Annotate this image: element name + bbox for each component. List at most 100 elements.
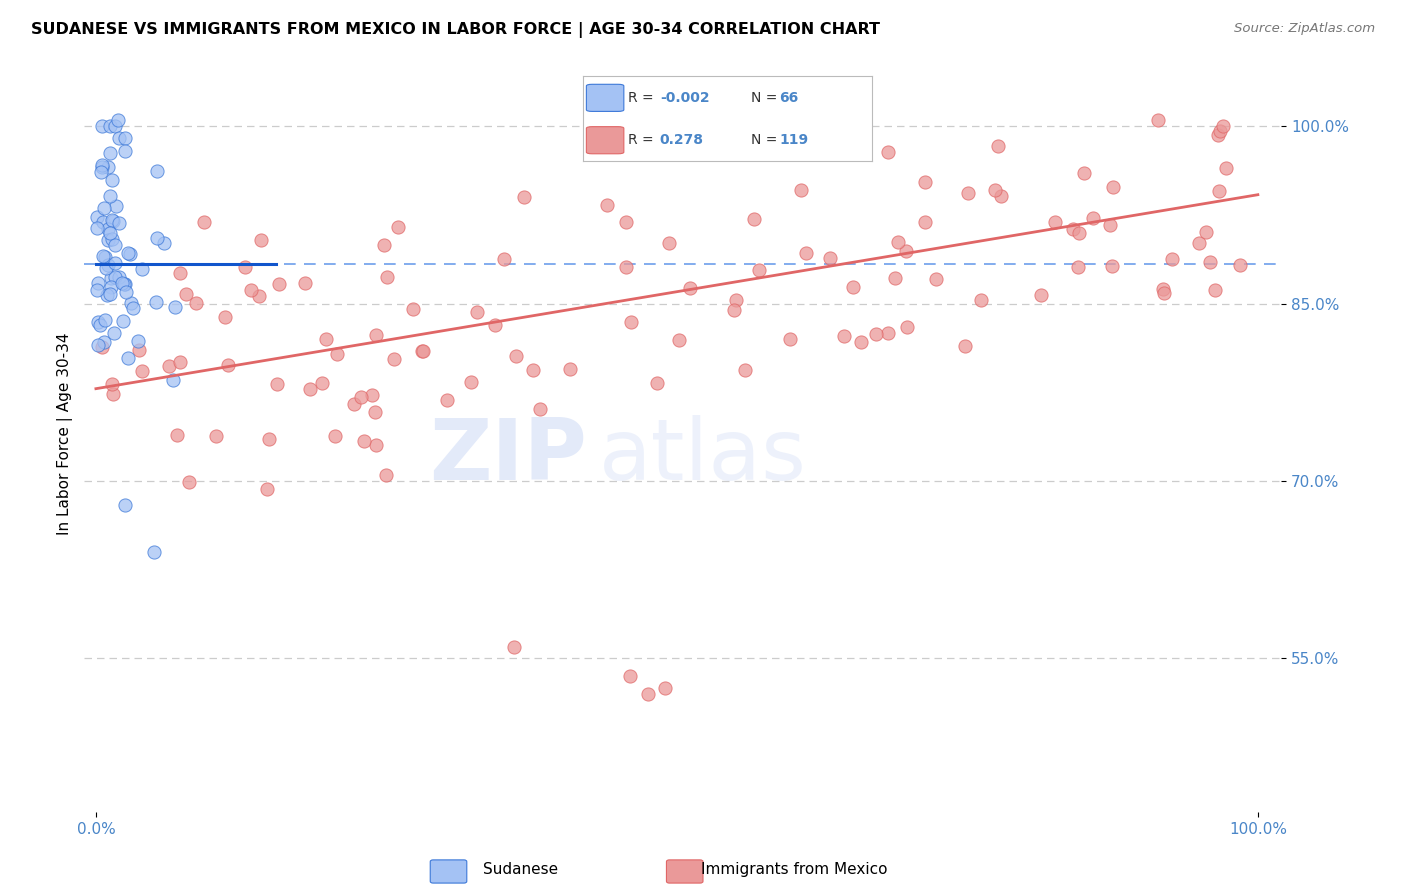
Point [247, 289, 270, 303]
Point [1195, 225, 1218, 239]
Point [165, 300, 187, 314]
Point [492, 252, 515, 267]
Point [350, 391, 373, 405]
Point [98, 189, 121, 203]
Point [91, 160, 114, 174]
Point [153, 235, 176, 250]
Point [114, 277, 136, 291]
Point [91, 249, 114, 263]
Point [723, 302, 745, 317]
Point [1212, 119, 1234, 133]
Point [953, 339, 976, 353]
Point [86, 283, 108, 297]
Point [1229, 258, 1251, 272]
Point [90, 119, 112, 133]
Point [364, 405, 387, 419]
FancyBboxPatch shape [586, 85, 624, 112]
Text: ZIP: ZIP [429, 415, 586, 498]
Point [436, 392, 458, 407]
Point [120, 296, 142, 310]
Point [111, 277, 134, 291]
Point [298, 383, 321, 397]
Point [91, 215, 114, 229]
Point [108, 131, 131, 145]
Point [654, 681, 676, 695]
Point [1206, 128, 1229, 142]
Text: SUDANESE VS IMMIGRANTS FROM MEXICO IN LABOR FORCE | AGE 30-34 CORRELATION CHART: SUDANESE VS IMMIGRANTS FROM MEXICO IN LA… [31, 22, 880, 38]
Point [112, 314, 135, 328]
Point [235, 260, 257, 275]
Point [503, 640, 526, 654]
Point [101, 214, 124, 228]
Text: Immigrants from Mexico: Immigrants from Mexico [702, 863, 887, 877]
Point [269, 277, 291, 291]
Point [294, 276, 316, 290]
Point [734, 362, 756, 376]
Point [104, 256, 127, 270]
Point [115, 285, 138, 300]
Point [460, 376, 482, 390]
Point [876, 145, 898, 160]
Text: 66: 66 [779, 91, 799, 105]
Point [105, 199, 128, 213]
Point [239, 284, 262, 298]
Point [894, 244, 917, 259]
Point [86, 210, 108, 224]
Point [387, 219, 409, 234]
Point [114, 131, 136, 145]
Point [217, 359, 239, 373]
Text: Source: ZipAtlas.com: Source: ZipAtlas.com [1234, 22, 1375, 36]
Text: R =: R = [628, 133, 658, 147]
FancyBboxPatch shape [586, 127, 624, 153]
Point [724, 293, 747, 307]
Point [896, 320, 918, 334]
Point [742, 212, 765, 227]
Text: -0.002: -0.002 [659, 91, 710, 105]
Point [614, 215, 637, 229]
Point [382, 351, 405, 366]
Point [326, 347, 349, 361]
Point [323, 428, 346, 442]
Point [620, 315, 643, 329]
Point [98, 145, 121, 160]
Point [90, 164, 112, 178]
Point [366, 438, 388, 452]
Point [86, 220, 108, 235]
Point [748, 263, 770, 277]
Point [411, 343, 433, 358]
Point [146, 164, 169, 178]
Point [983, 184, 1005, 198]
Point [658, 235, 681, 250]
Point [127, 334, 149, 349]
Point [512, 189, 534, 203]
Point [1204, 284, 1226, 298]
Point [101, 213, 124, 227]
Point [1188, 236, 1211, 251]
Point [1146, 113, 1168, 128]
Point [1101, 259, 1123, 273]
Text: N =: N = [751, 133, 782, 147]
Point [614, 260, 637, 274]
Point [353, 434, 375, 448]
Point [257, 432, 280, 446]
Point [887, 235, 910, 250]
Point [1152, 282, 1174, 296]
Point [101, 173, 124, 187]
Point [250, 233, 273, 247]
Point [100, 232, 122, 246]
Point [214, 310, 236, 325]
Point [1161, 252, 1184, 266]
Point [145, 294, 167, 309]
Point [131, 363, 153, 377]
Point [131, 262, 153, 277]
Point [94, 261, 117, 276]
Point [114, 498, 136, 512]
Point [1199, 255, 1222, 269]
Point [877, 326, 900, 340]
Point [107, 113, 129, 128]
Point [90, 340, 112, 354]
Point [374, 468, 396, 483]
Point [104, 238, 127, 252]
Point [914, 215, 936, 229]
Point [117, 245, 139, 260]
